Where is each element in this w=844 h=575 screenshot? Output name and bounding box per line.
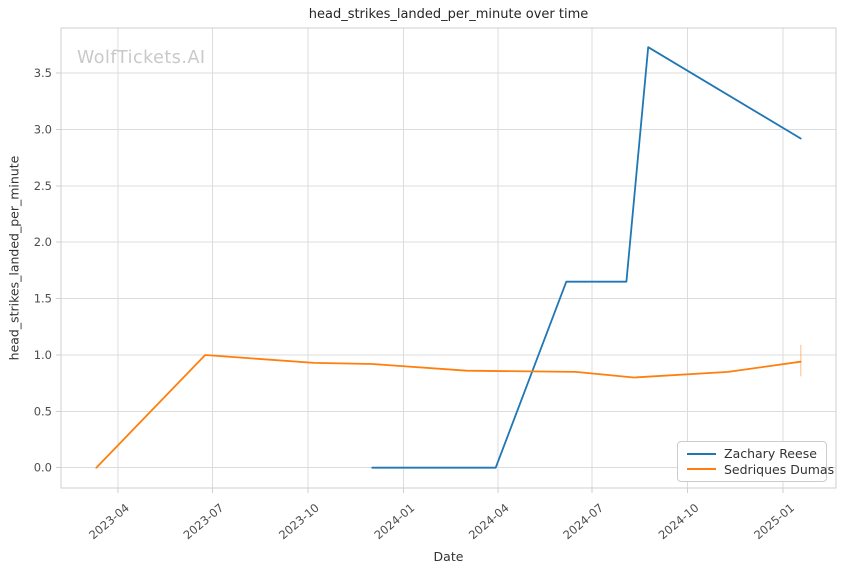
legend-item-zachary-reese: Zachary Reese [687, 446, 818, 461]
watermark-text: WolfTickets.AI [77, 48, 206, 68]
x-axis-label: Date [433, 549, 464, 564]
series-line [95, 354, 802, 469]
legend-line-swatch-blue [687, 452, 716, 455]
legend-line-swatch-orange [687, 468, 716, 471]
y-tick-label: 0.5 [34, 404, 52, 418]
y-tick-label: 2.5 [34, 179, 52, 193]
y-tick-label: 3.5 [34, 66, 52, 80]
y-tick-label: 1.5 [34, 292, 52, 306]
y-tick-label: 0.0 [34, 461, 52, 475]
x-tick-label: 2024-07 [560, 501, 606, 543]
y-tick-label: 3.0 [34, 122, 52, 136]
x-tick-label: 2023-07 [181, 501, 227, 543]
legend-item-sedriques-dumas: Sedriques Dumas [687, 462, 834, 477]
chart-title: head_strikes_landed_per_minute over time [308, 7, 589, 22]
x-tick-label: 2023-04 [86, 501, 132, 543]
y-tick-label: 1.0 [34, 348, 52, 362]
series-line [371, 46, 802, 469]
legend-label: Zachary Reese [724, 446, 817, 462]
y-axis-label: head_strikes_landed_per_minute [6, 155, 22, 361]
y-tick-label: 2.0 [34, 235, 52, 249]
legend-label: Sedriques Dumas [724, 461, 835, 477]
x-tick-label: 2025-01 [751, 501, 797, 543]
x-tick-label: 2024-10 [656, 501, 702, 543]
x-tick-label: 2023-10 [276, 501, 322, 543]
x-tick-label: 2024-04 [466, 501, 512, 543]
legend: Zachary Reese Sedriques Dumas [677, 441, 834, 482]
plot-frame [60, 27, 837, 489]
x-tick-label: 2024-01 [371, 501, 417, 543]
